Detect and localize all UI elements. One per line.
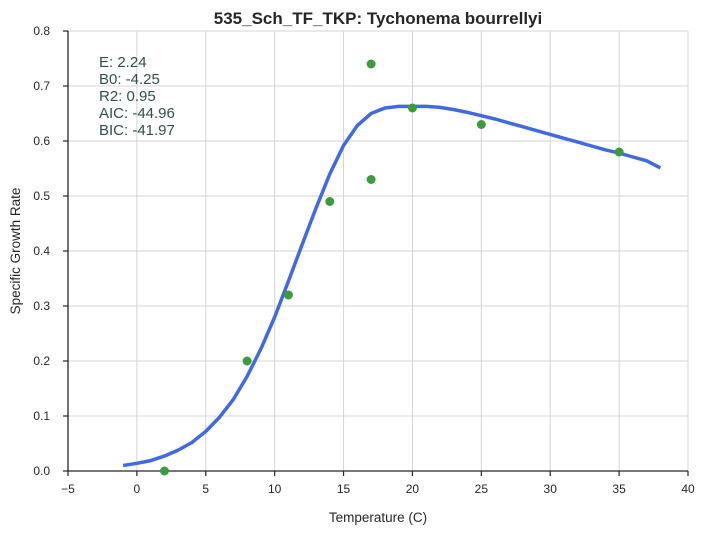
x-tick-label: 40 bbox=[681, 482, 695, 496]
y-tick-label: 0.2 bbox=[33, 354, 50, 368]
data-point bbox=[407, 103, 417, 113]
fit-stat: E: 2.24 bbox=[99, 54, 147, 71]
y-tick-label: 0.0 bbox=[33, 464, 50, 478]
data-point bbox=[325, 197, 335, 206]
x-tick-label: 0 bbox=[134, 482, 141, 496]
x-tick-label: 5 bbox=[202, 482, 209, 496]
y-tick-label: 0.5 bbox=[33, 189, 50, 203]
y-ticks: 0.0 0.1 0.2 0.3 0.4 0.5 0.6 0.7 0.8 bbox=[33, 24, 68, 478]
x-tick-label: −5 bbox=[61, 482, 75, 496]
y-tick-label: 0.8 bbox=[33, 24, 50, 38]
fit-stat: BIC: -41.97 bbox=[99, 122, 175, 139]
fit-curve bbox=[122, 104, 662, 468]
data-point bbox=[242, 356, 252, 366]
x-tick-label: 25 bbox=[475, 482, 489, 496]
grid bbox=[68, 30, 689, 471]
data-point bbox=[366, 175, 376, 184]
x-tick-label: 30 bbox=[544, 482, 558, 496]
data-points bbox=[159, 59, 624, 476]
chart-title: 535_Sch_TF_TKP: Tychonema bourrellyi bbox=[214, 9, 542, 28]
data-point bbox=[159, 466, 169, 476]
x-tick-label: 20 bbox=[406, 482, 420, 496]
data-point bbox=[614, 147, 624, 157]
data-point bbox=[366, 59, 376, 69]
x-tick-label: 15 bbox=[337, 482, 351, 496]
x-ticks: −5 0 5 10 15 20 25 30 35 40 bbox=[61, 471, 695, 496]
fit-stat: AIC: -44.96 bbox=[99, 105, 175, 122]
x-tick-label: 10 bbox=[268, 482, 282, 496]
fit-stat: B0: -4.25 bbox=[99, 71, 160, 88]
y-tick-label: 0.3 bbox=[33, 299, 50, 313]
y-tick-label: 0.6 bbox=[33, 134, 50, 148]
y-tick-label: 0.4 bbox=[33, 244, 50, 258]
data-point bbox=[283, 290, 293, 300]
x-axis-label: Temperature (C) bbox=[329, 510, 427, 525]
fit-stat: R2: 0.95 bbox=[99, 88, 156, 105]
x-tick-label: 35 bbox=[612, 482, 626, 496]
y-tick-label: 0.7 bbox=[33, 79, 50, 93]
y-axis-label: Specific Growth Rate bbox=[8, 188, 23, 315]
data-point bbox=[476, 120, 486, 129]
y-tick-label: 0.1 bbox=[33, 409, 50, 423]
